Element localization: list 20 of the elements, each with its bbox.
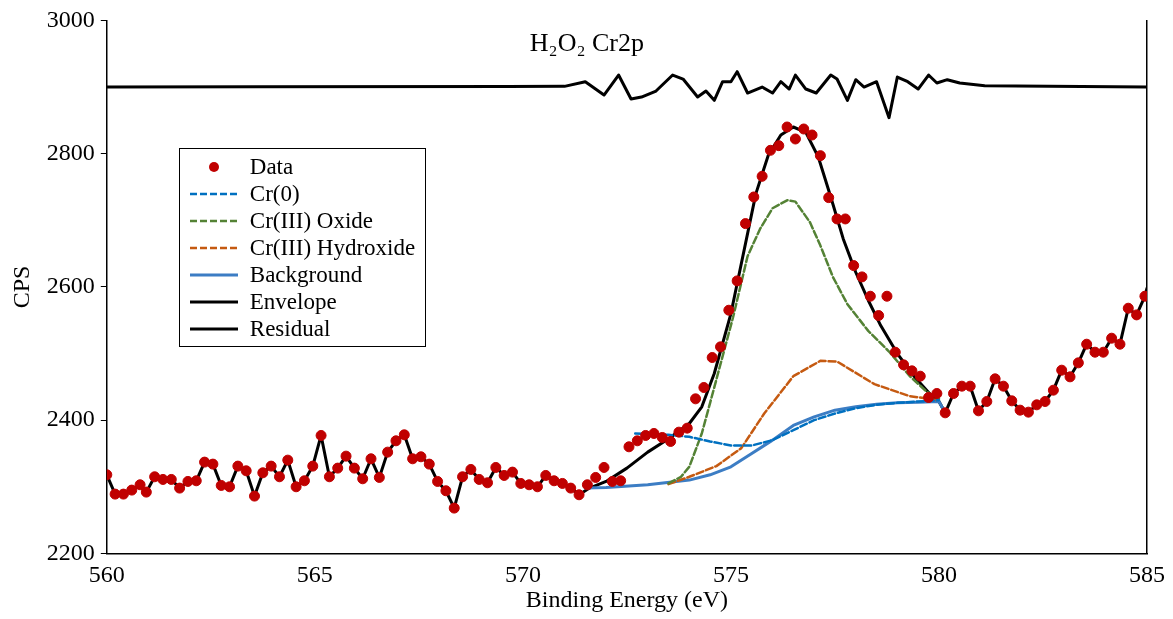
legend-label: Cr(0) bbox=[249, 180, 300, 208]
y-tick-label: 3000 bbox=[46, 5, 95, 32]
legend-label: Cr(III) Oxide bbox=[249, 207, 374, 235]
y-tick-label: 2600 bbox=[46, 272, 95, 299]
y-tick-label: 2800 bbox=[46, 138, 95, 165]
legend-label: Background bbox=[249, 261, 363, 289]
line-series bbox=[667, 199, 941, 485]
chart-title: H₂O₂ Cr2p bbox=[529, 28, 644, 58]
legend-label: Residual bbox=[249, 315, 331, 343]
x-axis-title: Binding Energy (eV) bbox=[525, 585, 728, 612]
x-tick-label: 570 bbox=[504, 561, 541, 588]
legend-label: Cr(III) Hydroxide bbox=[249, 234, 416, 262]
x-tick-label: 585 bbox=[1129, 561, 1165, 588]
x-tick-label: 580 bbox=[920, 561, 957, 588]
x-tick-label: 565 bbox=[296, 561, 333, 588]
x-tick-label: 575 bbox=[712, 561, 749, 588]
y-axis-title: CPS bbox=[7, 265, 34, 309]
y-tick-label: 2400 bbox=[46, 405, 95, 432]
legend-label: Data bbox=[249, 153, 294, 181]
legend-label: Envelope bbox=[249, 288, 337, 316]
